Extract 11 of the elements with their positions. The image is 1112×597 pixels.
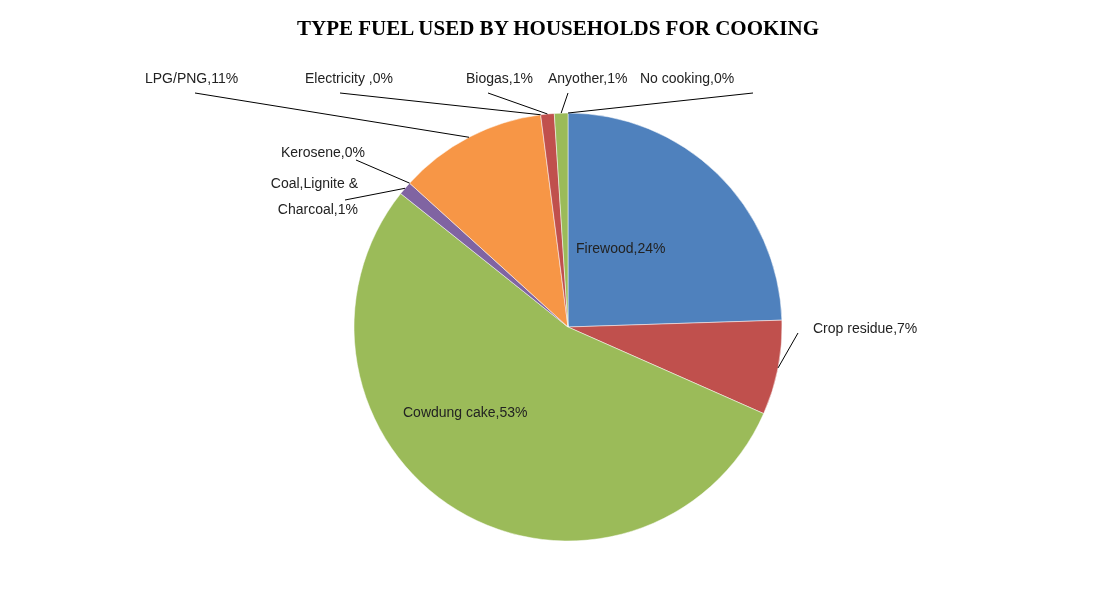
chart-title: TYPE FUEL USED BY HOUSEHOLDS FOR COOKING (296, 16, 820, 41)
category-label: No cooking,0% (640, 70, 735, 86)
slice-label: Anyother,1% (548, 70, 628, 86)
slice-label: Crop residue,7% (813, 320, 918, 336)
slice-label: LPG/PNG,11% (145, 70, 239, 86)
slice-label: Coal,Lignite & Charcoal,1% (270, 175, 359, 217)
slice-label: Cowdung cake,53% (403, 404, 528, 420)
slice-label: Biogas,1% (466, 70, 533, 86)
category-label: Electricity ,0% (305, 70, 393, 86)
category-label: Kerosene,0% (280, 144, 365, 160)
slice-label: Firewood,24% (576, 240, 666, 256)
